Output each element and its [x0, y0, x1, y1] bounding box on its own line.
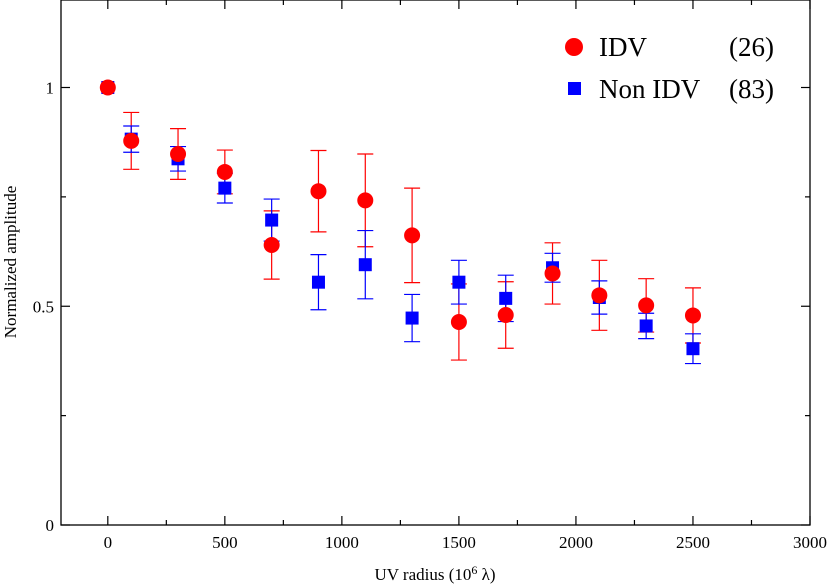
idv-point [99, 79, 116, 96]
idv-point [216, 163, 233, 180]
legend: IDV (26) Non IDV (83) [565, 32, 774, 104]
idv-point [404, 227, 421, 244]
idv-point [310, 183, 327, 200]
idv-point [591, 287, 608, 304]
non-idv-point [639, 319, 653, 333]
idv-point [544, 265, 561, 282]
y-tick-label: 1 [46, 79, 55, 98]
idv-point [123, 132, 140, 149]
idv-point [263, 237, 280, 253]
legend-idv-label: IDV [599, 32, 647, 62]
data-markers [99, 79, 701, 356]
plot-frame [60, 0, 811, 526]
non-idv-point [499, 291, 513, 305]
idv-point [638, 297, 655, 314]
non-idv-point [358, 258, 372, 272]
non-idv-point [405, 311, 419, 325]
x-tick-label: 2500 [676, 533, 710, 552]
y-tick-label: 0.5 [33, 297, 54, 316]
legend-idv-marker [565, 38, 583, 56]
idv-point [450, 314, 467, 330]
legend-non-idv-count: (83) [729, 74, 774, 104]
x-axis-title: UV radius (106 λ) [374, 563, 495, 584]
x-tick-label: 0 [104, 533, 113, 552]
non-idv-point [452, 275, 466, 289]
y-tick-label: 0 [46, 516, 55, 535]
legend-idv-count: (26) [729, 32, 774, 62]
non-idv-point [311, 275, 325, 289]
x-tick-label: 3000 [793, 533, 827, 552]
y-axis-title: Normalized amplitude [1, 186, 20, 338]
x-tick-label: 500 [212, 533, 238, 552]
non-idv-point [265, 213, 279, 227]
idv-point [170, 146, 187, 162]
idv-point [684, 307, 701, 324]
legend-non-idv-marker [568, 82, 581, 95]
non-idv-point [218, 181, 232, 195]
idv-point [357, 192, 374, 209]
idv-point [497, 307, 514, 323]
x-tick-label: 2000 [559, 533, 593, 552]
y-axis-ticks: 00.51 [33, 79, 810, 535]
x-tick-label: 1500 [442, 533, 476, 552]
non-idv-point [686, 342, 700, 356]
legend-non-idv-label: Non IDV [599, 74, 701, 104]
x-axis-ticks: 0 500 1000 1500 2000 2500 3000 [104, 0, 827, 552]
x-tick-label: 1000 [325, 533, 359, 552]
